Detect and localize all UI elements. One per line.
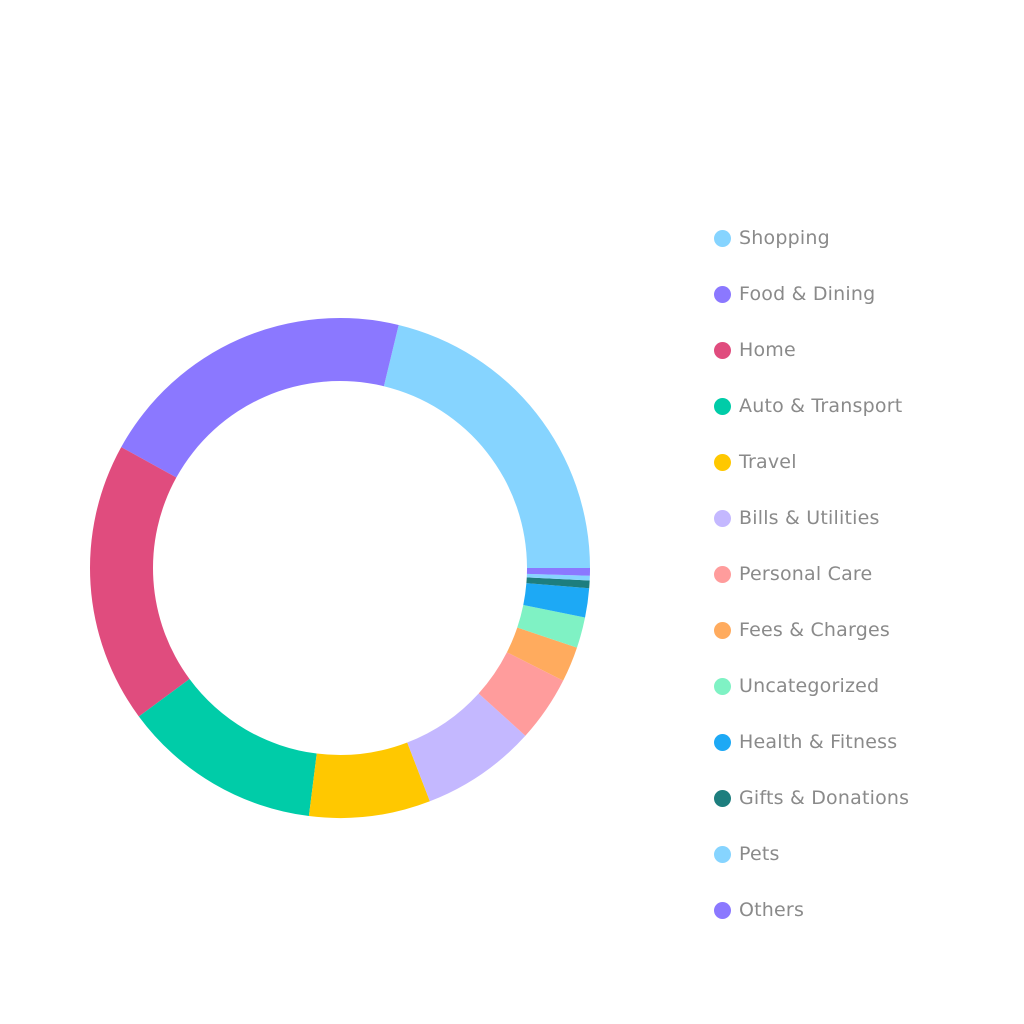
legend-label: Bills & Utilities — [739, 507, 880, 529]
slice-others[interactable] — [526, 568, 590, 576]
slice-personal-care[interactable] — [478, 652, 564, 736]
slice-home[interactable] — [89, 447, 190, 717]
legend-dot-icon — [714, 229, 731, 247]
legend-item-bills-and-utilities[interactable]: Bills & Utilities — [714, 490, 1014, 546]
legend-label: Health & Fitness — [739, 731, 898, 753]
slice-bills-and-utilities[interactable] — [407, 693, 526, 802]
legend-item-pets[interactable]: Pets — [714, 826, 1014, 882]
slice-shopping[interactable] — [383, 324, 590, 568]
legend-item-fees-and-charges[interactable]: Fees & Charges — [714, 602, 1014, 658]
slice-pets[interactable] — [526, 573, 590, 581]
legend-label: Travel — [739, 451, 797, 473]
legend-label: Uncategorized — [739, 675, 880, 697]
legend-dot-icon — [714, 677, 731, 695]
slice-health-and-fitness[interactable] — [523, 583, 590, 618]
slice-fees-and-charges[interactable] — [506, 627, 577, 681]
legend-dot-icon — [714, 285, 731, 303]
legend-item-others[interactable]: Others — [714, 882, 1014, 938]
legend-dot-icon — [714, 733, 731, 751]
legend-item-food-and-dining[interactable]: Food & Dining — [714, 266, 1014, 322]
legend-label: Personal Care — [739, 563, 873, 585]
legend-label: Auto & Transport — [739, 395, 903, 417]
slice-auto-and-transport[interactable] — [138, 679, 317, 817]
legend-dot-icon — [714, 341, 731, 359]
legend-label: Others — [739, 899, 805, 921]
legend-label: Gifts & Donations — [739, 787, 910, 809]
legend-item-personal-care[interactable]: Personal Care — [714, 546, 1014, 602]
legend-item-travel[interactable]: Travel — [714, 434, 1014, 490]
legend-item-home[interactable]: Home — [714, 322, 1014, 378]
legend-dot-icon — [714, 509, 731, 527]
slice-food-and-dining[interactable] — [121, 317, 399, 478]
legend-dot-icon — [714, 453, 731, 471]
legend-label: Shopping — [739, 227, 830, 249]
chart-legend: Shopping Food & Dining Home Auto & Transpor… — [714, 210, 1014, 938]
legend-label: Fees & Charges — [739, 619, 890, 641]
slice-travel[interactable] — [308, 742, 430, 818]
legend-item-gifts-and-donations[interactable]: Gifts & Donations — [714, 770, 1014, 826]
legend-dot-icon — [714, 565, 731, 583]
legend-dot-icon — [714, 901, 731, 919]
legend-item-auto-and-transport[interactable]: Auto & Transport — [714, 378, 1014, 434]
legend-label: Food & Dining — [739, 283, 876, 305]
legend-dot-icon — [714, 845, 731, 863]
legend-dot-icon — [714, 621, 731, 639]
legend-label: Home — [739, 339, 796, 361]
legend-dot-icon — [714, 397, 731, 415]
legend-item-uncategorized[interactable]: Uncategorized — [714, 658, 1014, 714]
legend-item-shopping[interactable]: Shopping — [714, 210, 1014, 266]
legend-item-health-and-fitness[interactable]: Health & Fitness — [714, 714, 1014, 770]
slice-uncategorized[interactable] — [517, 605, 586, 648]
slice-gifts-and-donations[interactable] — [526, 577, 590, 589]
legend-label: Pets — [739, 843, 780, 865]
legend-dot-icon — [714, 789, 731, 807]
